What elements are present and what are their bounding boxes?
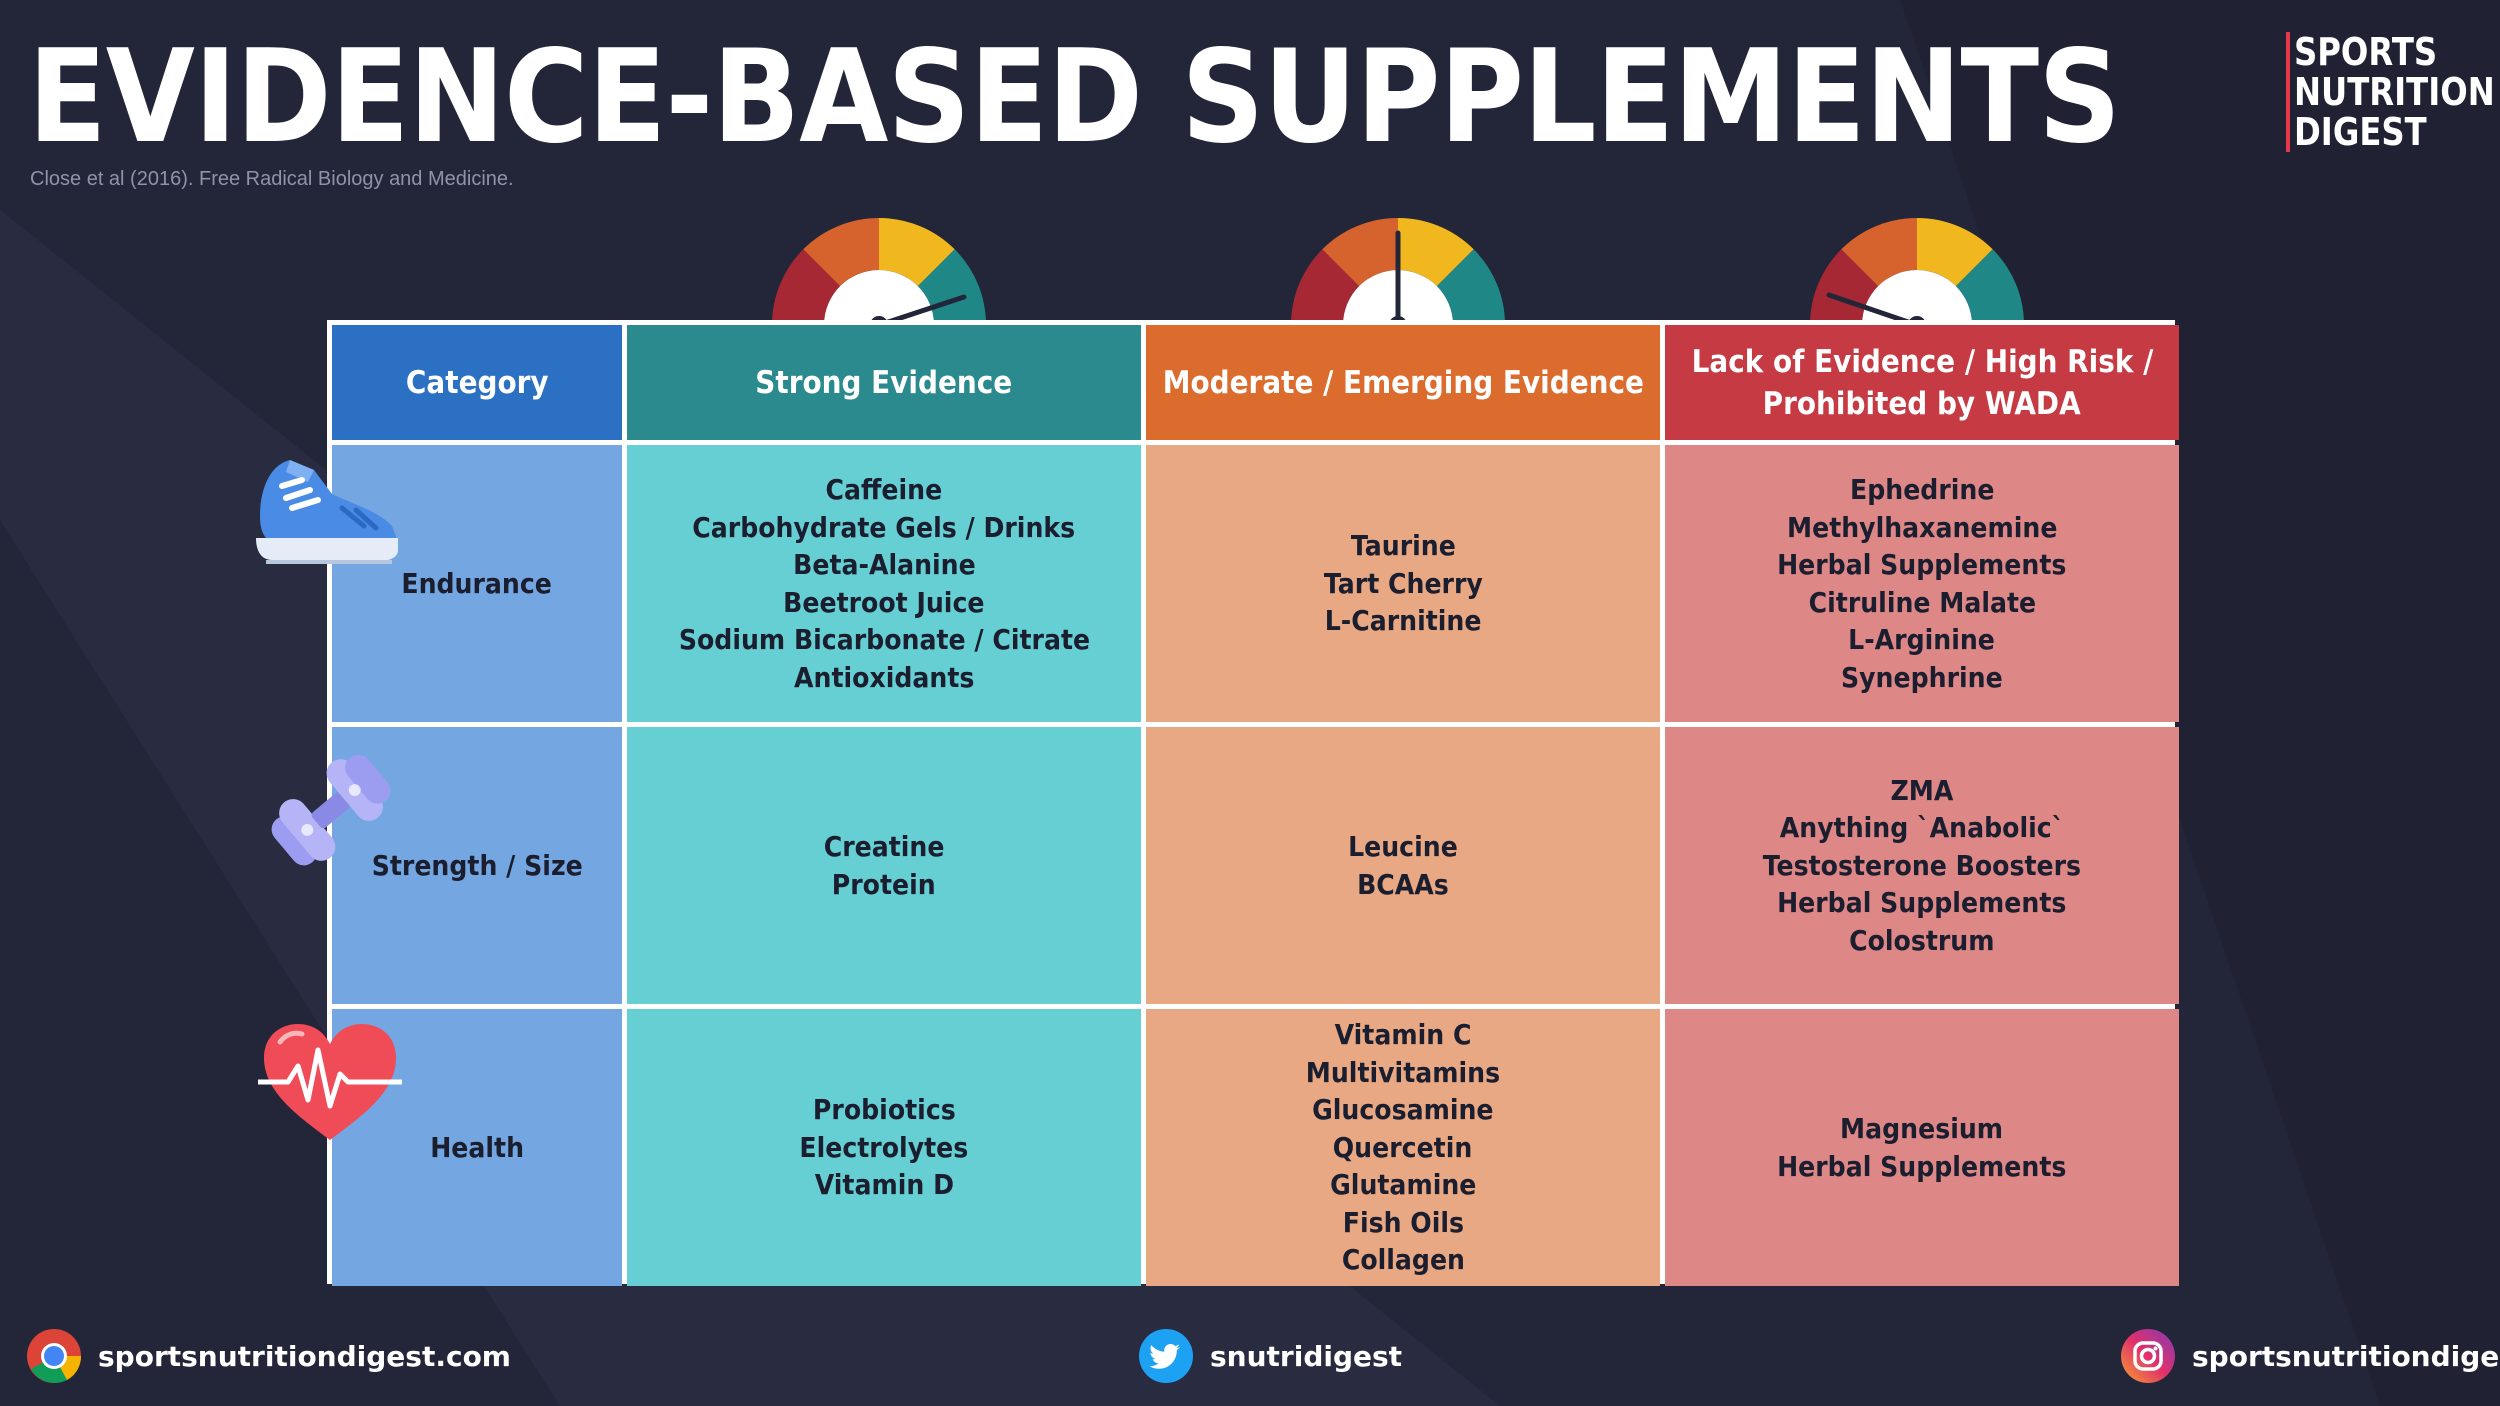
health-strong-cell: Probiotics Electrolytes Vitamin D <box>627 1009 1141 1286</box>
footer-instagram[interactable]: sportsnutritiondigest <box>2120 1328 2500 1384</box>
health-lack-cell: Magnesium Herbal Supplements <box>1665 1009 2179 1286</box>
strength-moderate-cell: Leucine BCAAs <box>1146 727 1660 1004</box>
footer-website[interactable]: sportsnutritiondigest.com <box>26 1328 511 1384</box>
category-endurance: Endurance <box>332 445 622 722</box>
chrome-icon <box>27 1329 82 1383</box>
gauge-lack-icon <box>1810 218 2024 330</box>
category-strength-size: Strength / Size <box>332 727 622 1004</box>
header-lack-of-evidence: Lack of Evidence / High Risk / Prohibite… <box>1665 325 2179 440</box>
running-shoe-icon <box>256 460 398 564</box>
brand-line-3: DIGEST <box>2294 110 2427 154</box>
health-moderate-cell: Vitamin C Multivitamins Glucosamine Querce… <box>1146 1009 1660 1286</box>
instagram-handle: sportsnutritiondigest <box>2192 1339 2500 1373</box>
header-strong-evidence: Strong Evidence <box>627 325 1141 440</box>
brand-line-1: SPORTS <box>2294 30 2438 74</box>
supplements-table: Category Strong Evidence Moderate / Emer… <box>327 320 2179 1286</box>
twitter-icon <box>1139 1329 1193 1383</box>
strength-strong-cell: Creatine Protein <box>627 727 1141 1004</box>
header-moderate-evidence: Moderate / Emerging Evidence <box>1146 325 1660 440</box>
gauge-strong-icon <box>772 218 986 330</box>
citation: Close et al (2016). Free Radical Biology… <box>30 168 514 190</box>
footer-twitter[interactable]: snutridigest <box>1138 1328 1402 1384</box>
dumbbell-icon <box>271 754 391 866</box>
endurance-moderate-cell: Taurine Tart Cherry L-Carnitine <box>1146 445 1660 722</box>
heart-pulse-icon <box>258 1024 402 1140</box>
twitter-handle: snutridigest <box>1210 1339 1403 1373</box>
endurance-lack-cell: Ephedrine Methylhaxanemine Herbal Suppleme… <box>1665 445 2179 722</box>
page-title: EVIDENCE-BASED SUPPLEMENTS <box>28 23 2121 172</box>
strength-lack-cell: ZMA Anything `Anabolic` Testosterone Boost… <box>1665 727 2179 1004</box>
endurance-strong-cell: Caffeine Carbohydrate Gels / Drinks Beta-A… <box>627 445 1141 722</box>
gauge-moderate-icon <box>1291 218 1505 330</box>
header-category: Category <box>332 325 622 440</box>
brand-line-2: NUTRITION <box>2294 70 2495 114</box>
website-text: sportsnutritiondigest.com <box>98 1339 511 1373</box>
brand-logo: SPORTS NUTRITION DIGEST <box>2286 32 2500 152</box>
instagram-icon <box>2121 1329 2175 1383</box>
